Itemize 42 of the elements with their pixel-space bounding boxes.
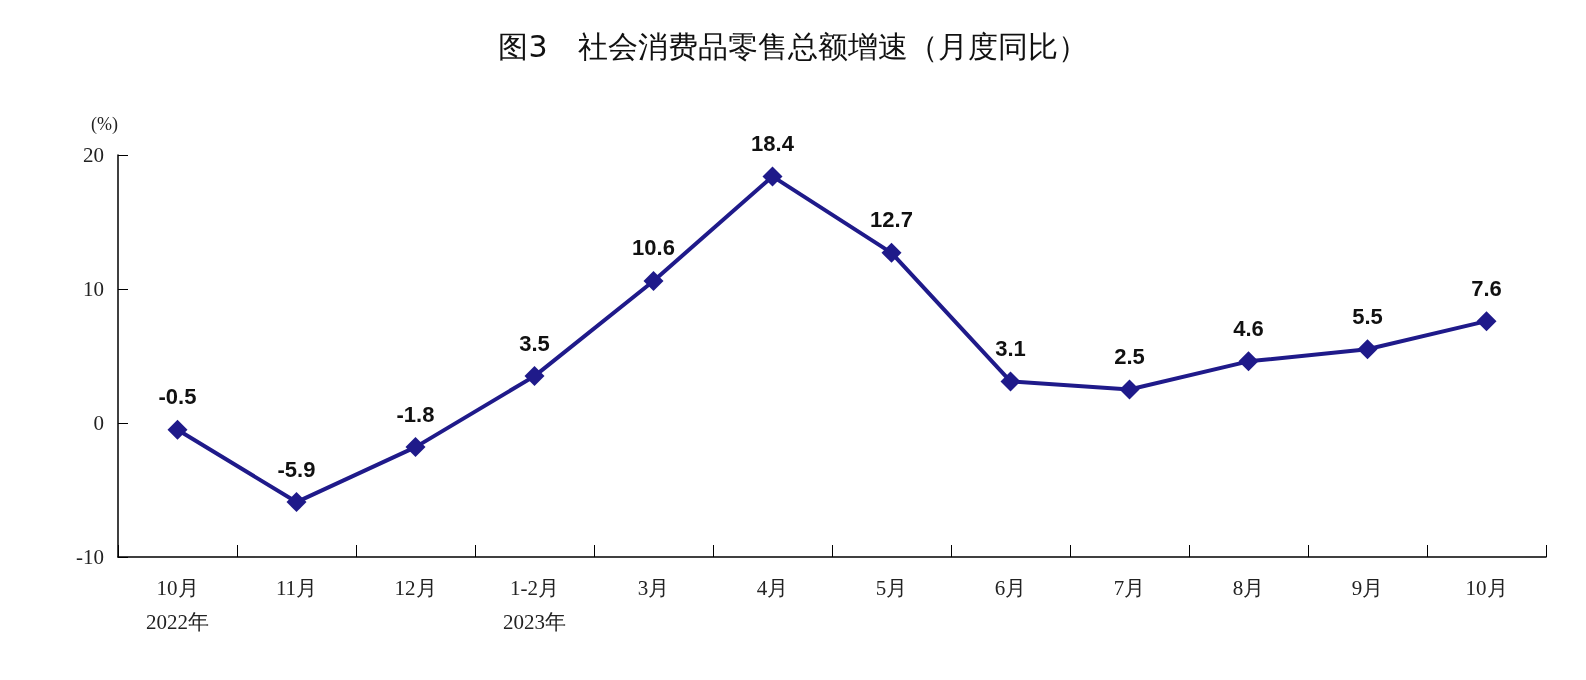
x-tick-label: 8月	[1232, 576, 1265, 600]
x-tick-label: 1-2月 2023年	[503, 576, 566, 634]
data-label: 3.1	[995, 335, 1026, 361]
chart-title: 图3 社会消费品零售总额增速（月度同比）	[498, 28, 1088, 64]
data-label: 12.7	[870, 207, 913, 233]
y-tick-label: 0	[93, 411, 104, 435]
point	[286, 492, 307, 513]
x-tick-label: 5月	[875, 576, 908, 600]
x-tick-label: 7月	[1113, 576, 1146, 600]
x-tick-label: 12月	[394, 576, 437, 600]
y-tick-label: -10	[76, 545, 104, 569]
x-tick-label: 3月	[637, 576, 670, 600]
data-label: 2.5	[1114, 344, 1145, 369]
y-axis-title: (%)	[91, 114, 118, 135]
data-label: 5.5	[1352, 303, 1383, 329]
point	[167, 419, 188, 440]
data-label: 3.5	[519, 330, 550, 356]
point	[1238, 351, 1259, 372]
point	[643, 270, 664, 291]
x-tick-label: 10月	[1465, 576, 1508, 600]
point	[1119, 379, 1140, 400]
data-label: -1.8	[396, 401, 435, 427]
x-tick-label: 9月	[1351, 576, 1384, 600]
point	[1357, 339, 1378, 360]
point	[1000, 371, 1021, 392]
point	[881, 242, 902, 263]
point	[524, 366, 545, 387]
data-label: 4.6	[1233, 315, 1264, 341]
data-label: 18.4	[751, 130, 795, 156]
data-label: 10.6	[632, 235, 675, 261]
point	[405, 437, 426, 458]
y-tick-label: 10	[83, 277, 104, 301]
x-tick-label: 11月	[275, 576, 318, 600]
y-tick-label: 20	[83, 143, 104, 167]
x-tick-label: 6月	[994, 576, 1027, 600]
point	[762, 166, 783, 187]
data-label: -5.9	[277, 456, 316, 482]
data-label: -0.5	[158, 384, 197, 410]
x-tick-label: 10月 2022年	[146, 576, 209, 634]
point	[1476, 311, 1497, 332]
data-label: 7.6	[1471, 275, 1502, 301]
x-tick-label: 4月	[756, 576, 789, 600]
